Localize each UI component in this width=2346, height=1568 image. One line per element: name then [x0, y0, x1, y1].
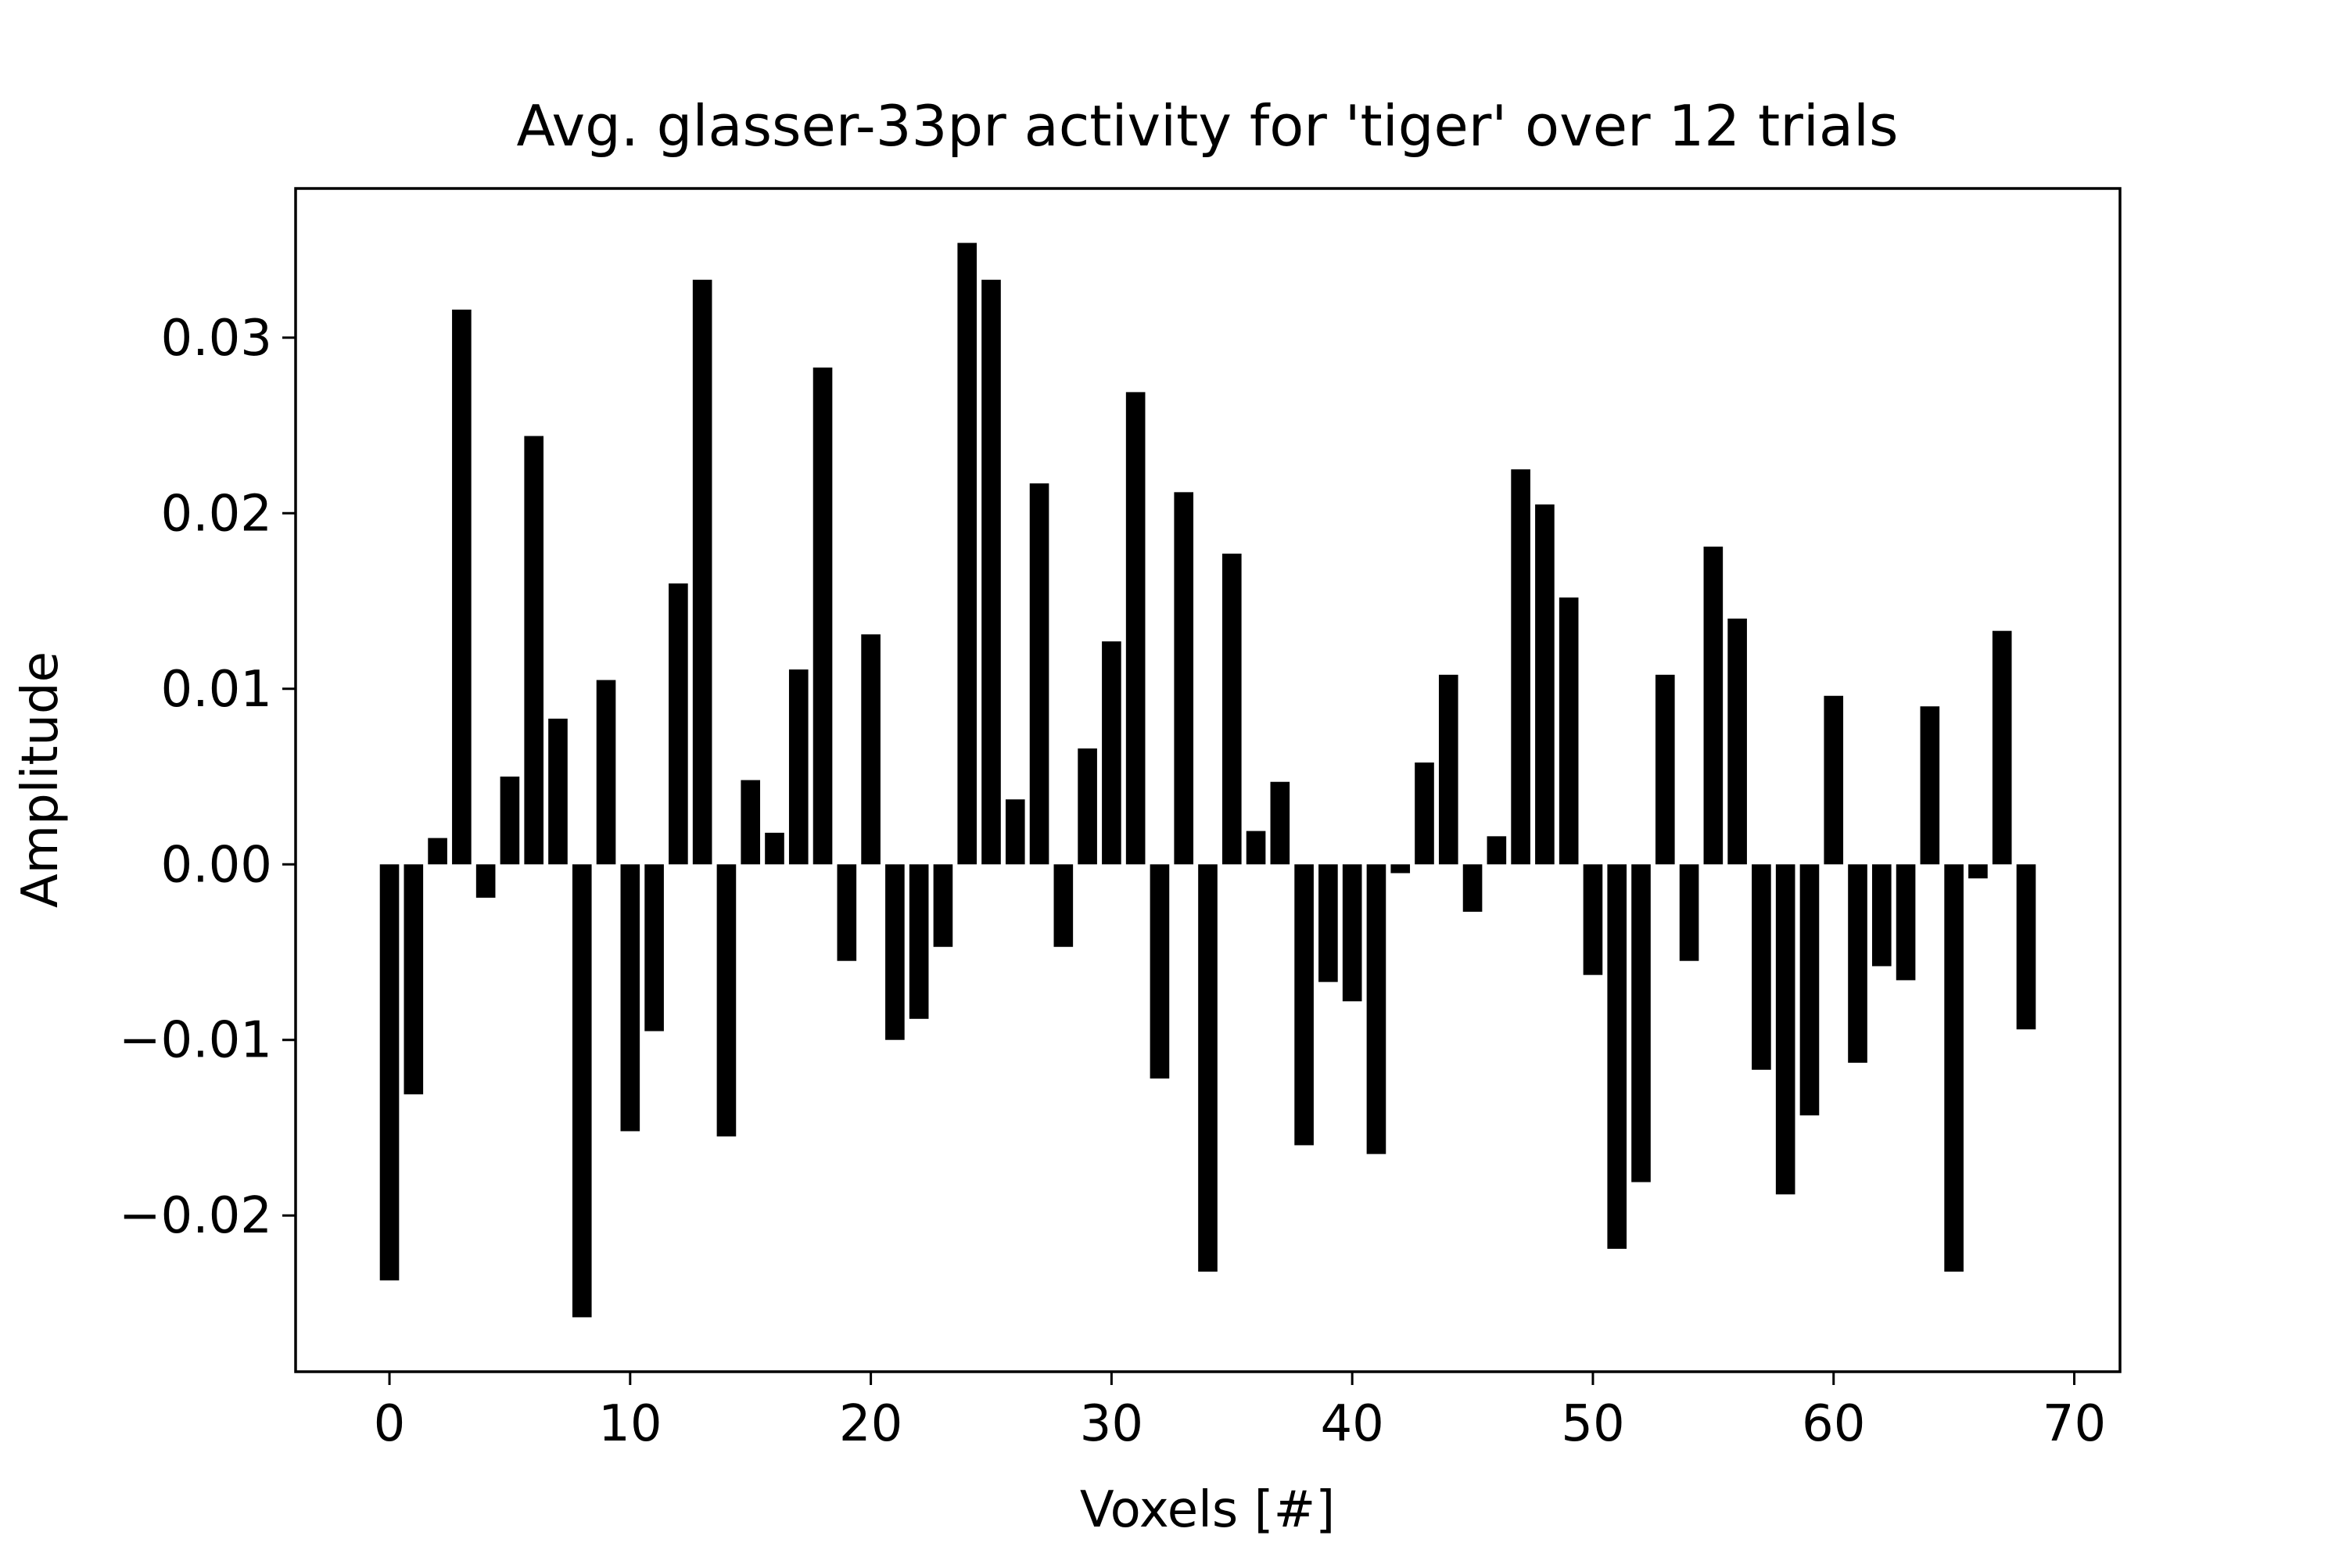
x-tick-label: 10: [598, 1395, 662, 1453]
x-tick-label: 50: [1561, 1395, 1624, 1453]
bar-voxel-62: [1871, 864, 1892, 967]
x-tick-label: 70: [2043, 1395, 2106, 1453]
bar-voxel-17: [788, 669, 809, 865]
bar-voxel-52: [1631, 864, 1651, 1182]
bar-voxel-43: [1415, 762, 1434, 865]
bar-voxel-45: [1462, 864, 1483, 912]
bar-voxel-50: [1583, 864, 1603, 975]
bar-voxel-15: [741, 780, 761, 865]
y-tick-label: 0.01: [161, 661, 273, 719]
bar-voxel-42: [1390, 864, 1411, 874]
bar-voxel-48: [1535, 504, 1555, 865]
x-axis-label: Voxels [#]: [1080, 1481, 1335, 1539]
bar-voxel-57: [1752, 864, 1771, 1070]
x-tick-label: 20: [839, 1395, 902, 1453]
bar-voxel-12: [669, 583, 688, 865]
bar-voxel-4: [475, 864, 496, 898]
bar-voxel-51: [1607, 864, 1627, 1249]
bar-voxel-68: [2016, 864, 2036, 1030]
bar-voxel-20: [861, 634, 881, 865]
bar-voxel-7: [548, 718, 568, 865]
bar-voxel-23: [933, 864, 953, 947]
y-axis-label: Amplitude: [12, 651, 70, 908]
y-tick-label: 0.00: [161, 836, 273, 894]
bar-voxel-59: [1799, 864, 1820, 1116]
y-tick-label: −0.02: [119, 1187, 272, 1245]
x-tick-label: 40: [1320, 1395, 1383, 1453]
bar-voxel-33: [1174, 492, 1194, 865]
bar-voxel-56: [1727, 618, 1747, 865]
bar-voxel-66: [1968, 864, 1988, 879]
bar-voxel-1: [404, 864, 424, 1095]
bar-voxel-61: [1848, 864, 1867, 1063]
bar-voxel-39: [1318, 864, 1338, 982]
bar-voxel-31: [1125, 392, 1146, 865]
bar-voxel-13: [692, 279, 712, 865]
x-tick-label: 0: [374, 1395, 406, 1453]
bar-voxel-47: [1511, 469, 1530, 865]
bar-voxel-54: [1679, 864, 1699, 961]
bar-voxel-65: [1944, 864, 1964, 1272]
bar-voxel-30: [1102, 641, 1121, 865]
bar-voxel-27: [1029, 483, 1049, 865]
bar-voxel-9: [596, 680, 616, 865]
bar-voxel-37: [1270, 781, 1290, 865]
bar-voxel-11: [644, 864, 664, 1032]
x-tick-label: 30: [1080, 1395, 1143, 1453]
bar-voxel-28: [1053, 864, 1074, 947]
bar-voxel-21: [885, 864, 905, 1040]
bar-voxel-49: [1559, 597, 1579, 865]
bar-voxel-44: [1438, 674, 1458, 865]
bar-voxel-29: [1078, 748, 1097, 865]
bar-voxel-5: [500, 777, 520, 865]
bar-voxel-8: [572, 864, 592, 1318]
bar-voxel-58: [1775, 864, 1795, 1195]
bar-voxel-3: [452, 309, 472, 865]
bar-voxel-55: [1703, 546, 1724, 865]
bar-voxel-16: [765, 832, 784, 865]
bar-voxel-40: [1342, 864, 1362, 1002]
bar-voxel-24: [957, 242, 978, 865]
bars-layer: [379, 242, 2036, 1318]
ticks-layer: 0 10 20 30 40 50 60 70 −0.02 −0.01 0.00 0.01 0.02 0.0…: [119, 310, 2106, 1453]
bar-voxel-36: [1246, 831, 1266, 865]
bar-voxel-53: [1655, 674, 1675, 865]
bar-voxel-34: [1198, 864, 1218, 1272]
chart-title: Avg. glasser-33pr activity for 'tiger' o…: [517, 93, 1899, 159]
bar-voxel-6: [524, 436, 544, 865]
bar-voxel-14: [716, 864, 737, 1137]
bar-voxel-41: [1366, 864, 1386, 1154]
x-tick-label: 60: [1802, 1395, 1865, 1453]
y-tick-label: 0.03: [161, 310, 273, 368]
bar-voxel-25: [981, 279, 1001, 865]
bar-voxel-67: [1992, 630, 2012, 865]
bar-voxel-19: [837, 864, 857, 961]
bar-voxel-18: [812, 367, 833, 865]
plot-frame: [294, 187, 2122, 1373]
bar-voxel-26: [1005, 799, 1025, 865]
bar-voxel-2: [428, 838, 447, 865]
bar-voxel-0: [379, 864, 400, 1281]
y-tick-label: 0.02: [161, 485, 273, 543]
bar-voxel-63: [1896, 864, 1916, 981]
bar-voxel-60: [1824, 695, 1844, 865]
bar-voxel-32: [1150, 864, 1170, 1079]
bar-voxel-22: [909, 864, 929, 1019]
bar-voxel-64: [1920, 706, 1940, 865]
bar-voxel-35: [1221, 553, 1242, 865]
bar-voxel-10: [620, 864, 640, 1132]
y-tick-label: −0.01: [119, 1012, 272, 1070]
bar-voxel-46: [1487, 836, 1507, 865]
bar-voxel-38: [1294, 864, 1314, 1146]
